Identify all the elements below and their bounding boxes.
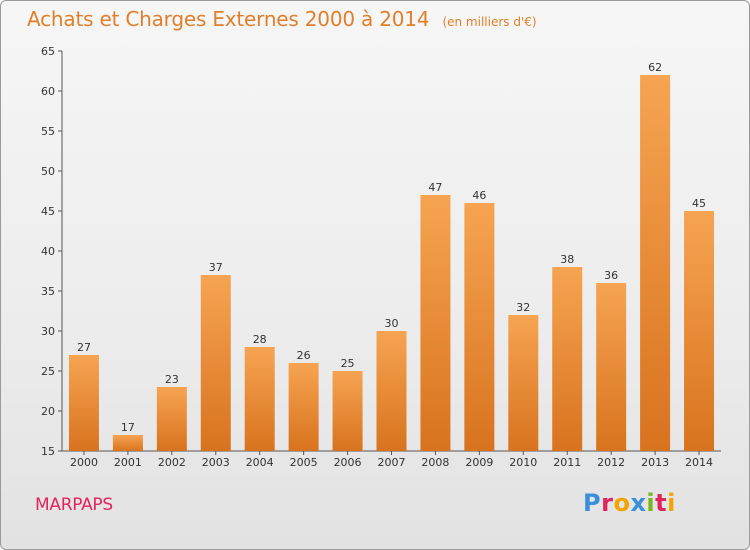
bar [200, 275, 231, 451]
logo-letter: t [655, 489, 668, 517]
data-label: 32 [516, 301, 530, 314]
chart-title: Achats et Charges Externes 2000 à 2014 (… [27, 7, 537, 31]
logo-letter: i [667, 489, 676, 517]
y-tick-label: 55 [41, 125, 55, 138]
y-tick-label: 35 [41, 285, 55, 298]
bar [596, 283, 627, 451]
bar [552, 267, 583, 451]
y-tick-label: 25 [41, 365, 55, 378]
x-tick-label: 2012 [597, 456, 625, 469]
data-label: 30 [385, 317, 399, 330]
bar [68, 355, 99, 451]
x-tick-label: 2002 [158, 456, 186, 469]
data-label: 26 [297, 349, 311, 362]
logo-letter: P [583, 489, 602, 517]
logo-letter: x [630, 489, 647, 517]
x-tick-label: 2003 [202, 456, 230, 469]
x-tick-label: 2008 [421, 456, 449, 469]
bar [420, 195, 451, 451]
bar [508, 315, 539, 451]
data-label: 27 [77, 341, 91, 354]
chart-title-text: Achats et Charges Externes 2000 à 2014 [27, 7, 430, 31]
y-tick-label: 65 [41, 45, 55, 58]
data-label: 46 [472, 189, 486, 202]
logo-letter: r [601, 489, 614, 517]
data-label: 38 [560, 253, 574, 266]
x-tick-label: 2009 [465, 456, 493, 469]
x-tick-label: 2014 [685, 456, 713, 469]
data-label: 45 [692, 197, 706, 210]
x-tick-label: 2007 [378, 456, 406, 469]
bar [112, 435, 143, 451]
bar [156, 387, 187, 451]
data-label: 17 [121, 421, 135, 434]
x-tick-label: 2010 [509, 456, 537, 469]
x-tick-label: 2005 [290, 456, 318, 469]
bar [244, 347, 275, 451]
x-tick-label: 2000 [70, 456, 98, 469]
bar [684, 211, 715, 451]
data-label: 36 [604, 269, 618, 282]
proxiti-logo: Proxiti [583, 489, 676, 517]
y-tick-label: 40 [41, 245, 55, 258]
bar [288, 363, 319, 451]
data-label: 25 [341, 357, 355, 370]
y-tick-label: 15 [41, 445, 55, 458]
bar [464, 203, 495, 451]
x-tick-label: 2011 [553, 456, 581, 469]
bar [332, 371, 363, 451]
data-label: 47 [428, 181, 442, 194]
y-tick-label: 45 [41, 205, 55, 218]
chart-subtitle: (en milliers d'€) [442, 15, 537, 29]
logo-letter: o [613, 489, 631, 517]
y-tick-label: 60 [41, 85, 55, 98]
y-tick-label: 30 [41, 325, 55, 338]
y-tick-label: 20 [41, 405, 55, 418]
data-label: 62 [648, 61, 662, 74]
commune-name: MARPAPS [35, 495, 113, 515]
y-tick-label: 50 [41, 165, 55, 178]
x-tick-label: 2013 [641, 456, 669, 469]
data-label: 23 [165, 373, 179, 386]
bar [640, 75, 671, 451]
bar [376, 331, 407, 451]
data-label: 28 [253, 333, 267, 346]
logo-letter: i [646, 489, 656, 517]
data-label: 37 [209, 261, 223, 274]
x-tick-label: 2006 [334, 456, 362, 469]
x-tick-label: 2004 [246, 456, 274, 469]
x-tick-label: 2001 [114, 456, 142, 469]
